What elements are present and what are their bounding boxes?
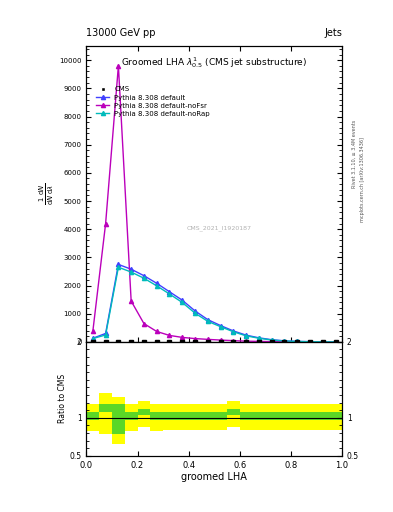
Text: Rivet 3.1.10, ≥ 3.4M events: Rivet 3.1.10, ≥ 3.4M events <box>352 119 357 188</box>
Y-axis label: Ratio to CMS: Ratio to CMS <box>58 374 67 423</box>
Text: mcplots.cern.ch [arXiv:1306.3436]: mcplots.cern.ch [arXiv:1306.3436] <box>360 137 365 222</box>
Text: 13000 GeV pp: 13000 GeV pp <box>86 28 156 38</box>
Y-axis label: $\frac{1}{\mathrm{d}N}\frac{\mathrm{d}N}{\mathrm{d}\lambda}$: $\frac{1}{\mathrm{d}N}\frac{\mathrm{d}N}… <box>38 183 56 205</box>
Text: CMS_2021_I1920187: CMS_2021_I1920187 <box>187 225 252 231</box>
X-axis label: groomed LHA: groomed LHA <box>181 472 247 482</box>
Text: Jets: Jets <box>324 28 342 38</box>
Text: Groomed LHA $\lambda^{1}_{0.5}$ (CMS jet substructure): Groomed LHA $\lambda^{1}_{0.5}$ (CMS jet… <box>121 55 307 70</box>
Legend: CMS, Pythia 8.308 default, Pythia 8.308 default-noFsr, Pythia 8.308 default-noRa: CMS, Pythia 8.308 default, Pythia 8.308 … <box>95 85 211 118</box>
